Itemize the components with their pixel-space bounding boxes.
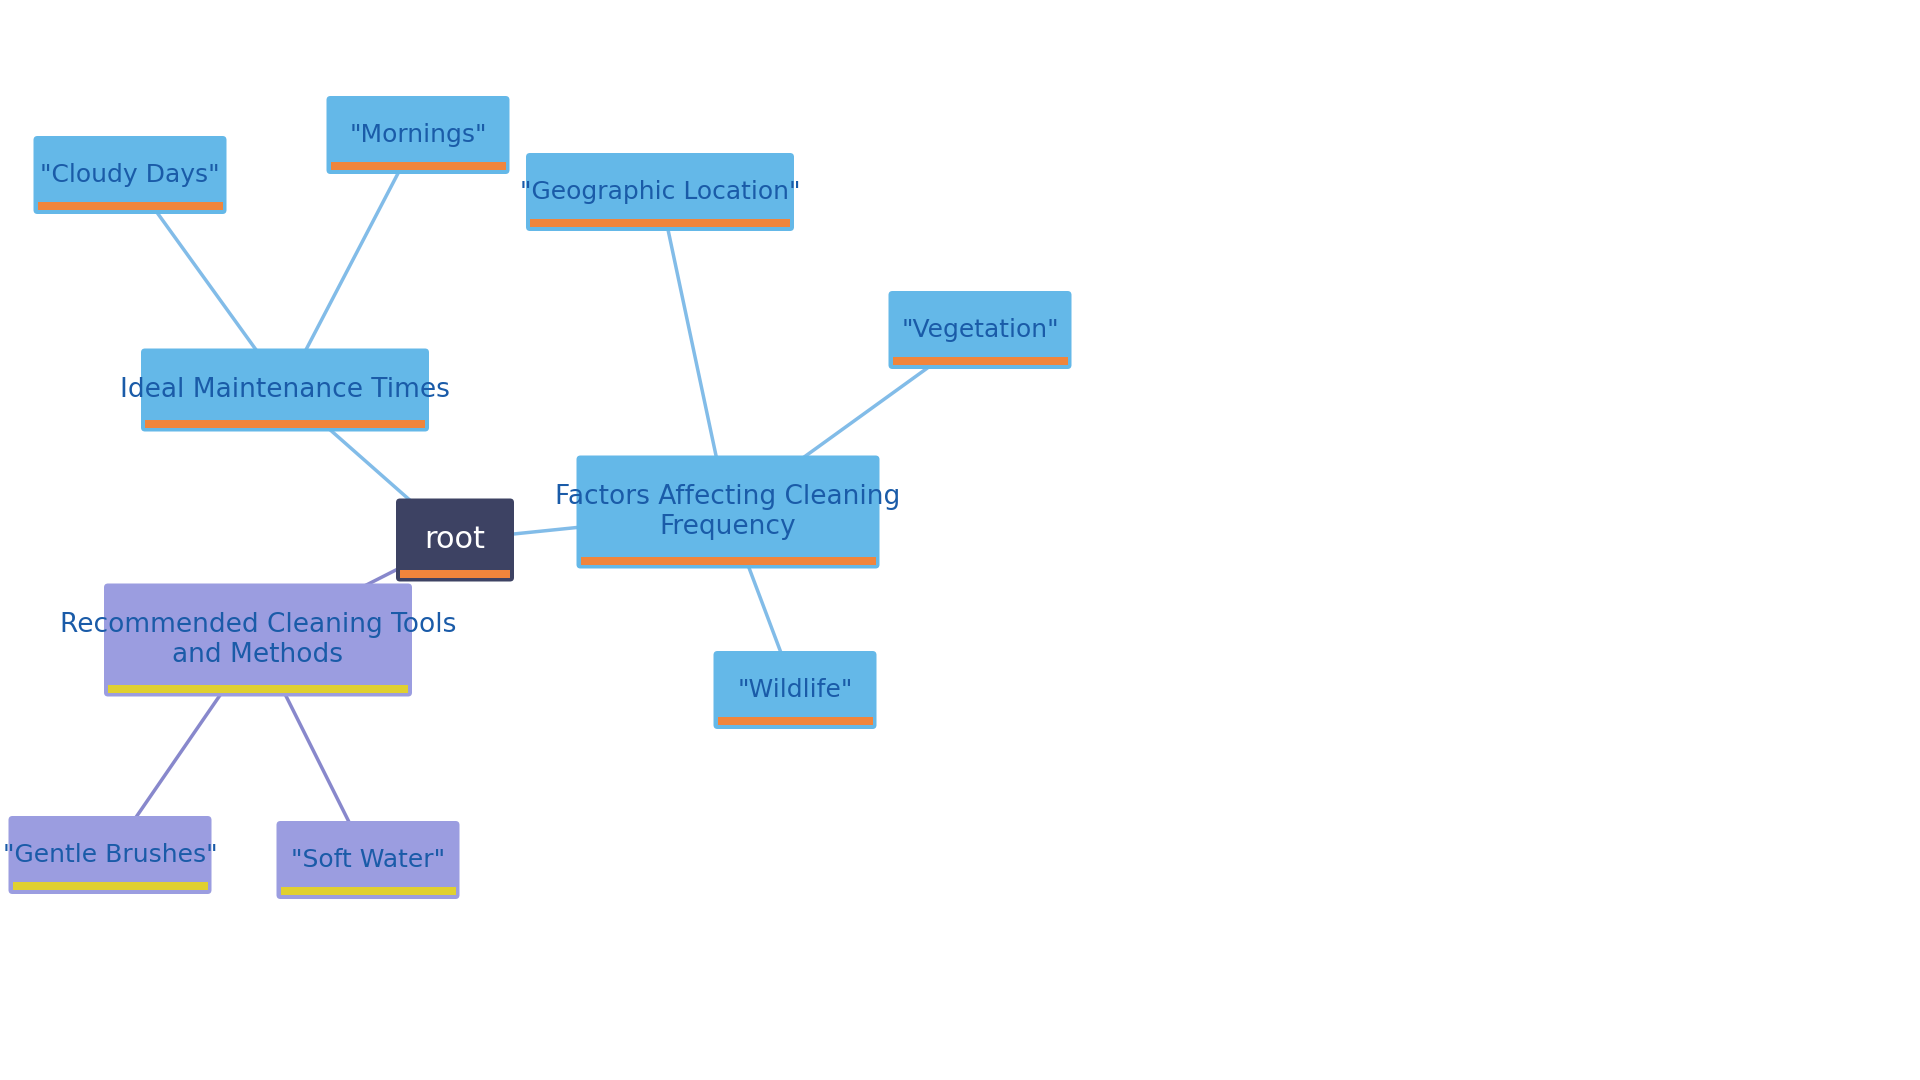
Bar bbox=[893, 357, 1068, 365]
Bar bbox=[13, 882, 207, 890]
FancyBboxPatch shape bbox=[714, 651, 877, 729]
FancyBboxPatch shape bbox=[276, 821, 459, 899]
Text: root: root bbox=[424, 526, 486, 554]
Text: "Wildlife": "Wildlife" bbox=[737, 678, 852, 702]
Bar bbox=[280, 887, 455, 895]
FancyBboxPatch shape bbox=[889, 291, 1071, 369]
FancyBboxPatch shape bbox=[104, 583, 413, 697]
Text: Recommended Cleaning Tools
and Methods: Recommended Cleaning Tools and Methods bbox=[60, 612, 457, 669]
Text: "Mornings": "Mornings" bbox=[349, 123, 488, 147]
Text: "Geographic Location": "Geographic Location" bbox=[520, 180, 801, 204]
Bar bbox=[330, 162, 505, 170]
FancyBboxPatch shape bbox=[33, 136, 227, 214]
Bar bbox=[530, 219, 789, 227]
FancyBboxPatch shape bbox=[396, 499, 515, 581]
Bar bbox=[580, 556, 876, 565]
FancyBboxPatch shape bbox=[526, 153, 795, 231]
FancyBboxPatch shape bbox=[326, 96, 509, 174]
FancyBboxPatch shape bbox=[576, 456, 879, 568]
Bar bbox=[108, 685, 407, 692]
Bar bbox=[718, 717, 872, 725]
FancyBboxPatch shape bbox=[140, 349, 428, 432]
Text: Factors Affecting Cleaning
Frequency: Factors Affecting Cleaning Frequency bbox=[555, 484, 900, 540]
FancyBboxPatch shape bbox=[8, 816, 211, 894]
Text: "Gentle Brushes": "Gentle Brushes" bbox=[2, 843, 217, 867]
Bar bbox=[399, 569, 511, 578]
Text: "Soft Water": "Soft Water" bbox=[292, 848, 445, 872]
Bar bbox=[38, 202, 223, 210]
Bar bbox=[146, 419, 424, 428]
Text: "Vegetation": "Vegetation" bbox=[900, 318, 1058, 342]
Text: "Cloudy Days": "Cloudy Days" bbox=[40, 163, 219, 187]
Text: Ideal Maintenance Times: Ideal Maintenance Times bbox=[121, 377, 449, 403]
